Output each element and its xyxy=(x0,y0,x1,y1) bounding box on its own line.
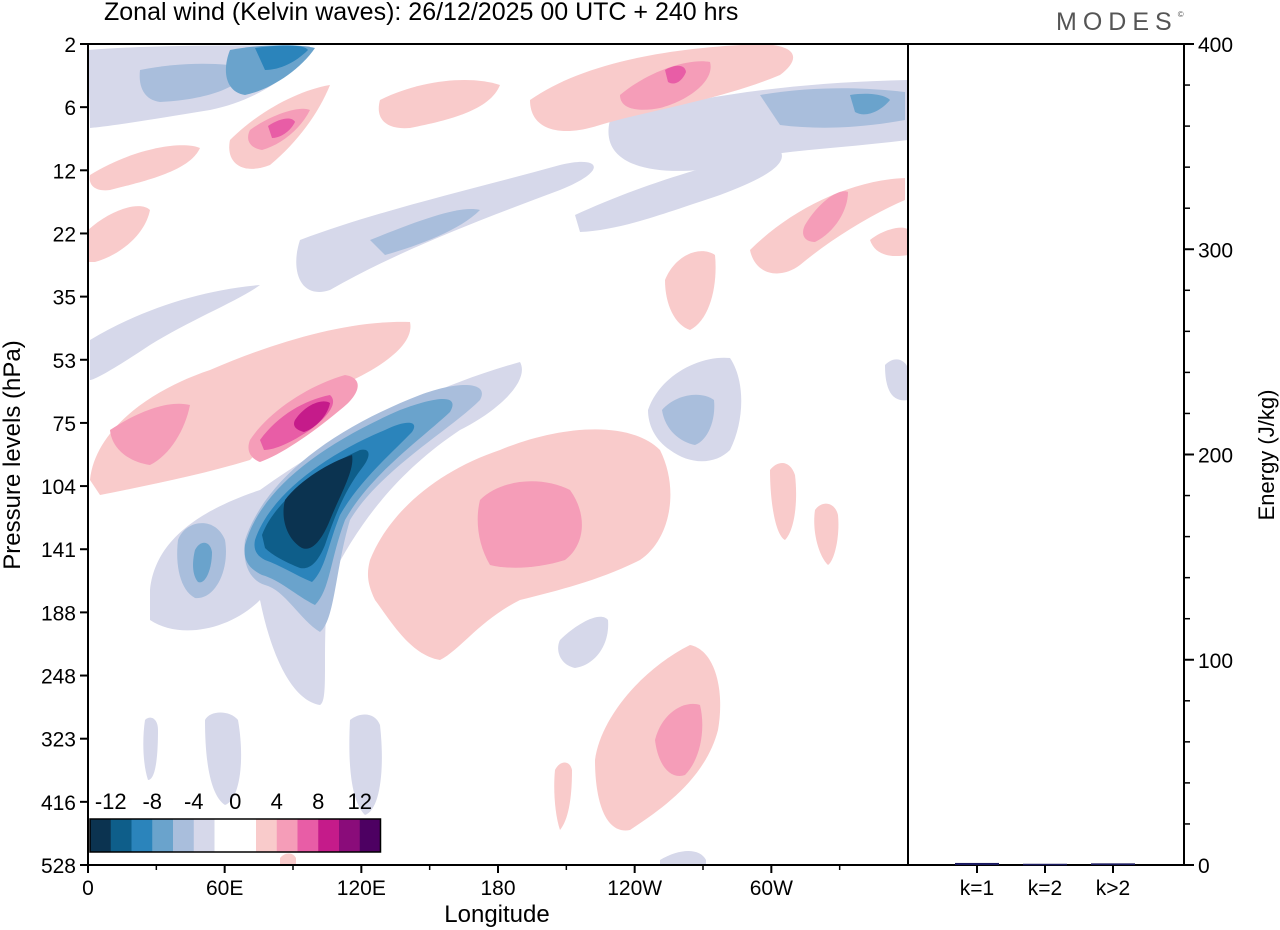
pressure-tick-label: 2 xyxy=(64,34,76,57)
energy-bar xyxy=(1091,863,1135,865)
pressure-tick-label: 528 xyxy=(41,855,76,878)
colorbar-swatch xyxy=(359,819,381,852)
energy-tick-label: 300 xyxy=(1198,239,1233,262)
colorbar-label: 4 xyxy=(271,789,283,814)
contour-pos-main-band-core xyxy=(110,403,190,465)
contour-pos-mid xyxy=(665,251,716,330)
contour-neg-upper-right-core xyxy=(760,88,905,128)
pressure-tick-label: 53 xyxy=(53,350,76,373)
contour-pos-left-strip xyxy=(89,145,200,191)
longitude-tick-label: 60E xyxy=(206,877,243,900)
contour-neg-mid-band-core xyxy=(370,209,480,255)
contour-pos-top-right-core xyxy=(620,61,711,110)
pressure-tick-label: 22 xyxy=(53,223,76,246)
contour-neg-east-pacific-core xyxy=(662,394,715,445)
contour-pos-top-left-core2 xyxy=(268,118,295,138)
energy-bar xyxy=(1023,863,1067,866)
contour-pos-lower-right-spot xyxy=(280,463,839,865)
energy-category-label: k=2 xyxy=(1028,877,1062,900)
energy-bar xyxy=(955,862,999,865)
energy-axis-label: Energy (J/kg) xyxy=(1254,390,1279,521)
colorbar-label: 8 xyxy=(312,789,324,814)
energy-category-label: k>2 xyxy=(1096,877,1130,900)
brand-text: MODES xyxy=(1056,8,1178,36)
colorbar-swatch xyxy=(152,819,174,852)
energy-category-label: k=1 xyxy=(960,877,994,900)
energy-tick-label: 400 xyxy=(1198,34,1233,57)
contour-pos-lower-core xyxy=(655,703,703,776)
pressure-tick-label: 323 xyxy=(41,729,76,752)
colorbar-swatch xyxy=(339,819,361,852)
contour-neg-upper-right-core2 xyxy=(850,93,890,115)
colorbar-swatch xyxy=(173,819,195,852)
contour-pos-main-band xyxy=(90,321,411,495)
longitude-tick-label: 180 xyxy=(480,877,515,900)
colorbar-swatch xyxy=(90,819,112,852)
brand-mark: © xyxy=(1177,10,1184,19)
pressure-tick-label: 248 xyxy=(41,666,76,689)
contour-pos-top-right-core2 xyxy=(665,65,686,84)
pressure-tick-label: 141 xyxy=(41,539,76,562)
pressure-tick-label: 12 xyxy=(53,160,76,183)
contour-neg-left-band xyxy=(90,285,260,380)
longitude-tick-label: 0 xyxy=(82,877,94,900)
contour-pos-right-edge xyxy=(870,227,908,257)
colorbar-label: 0 xyxy=(229,789,241,814)
energy-tick-label: 200 xyxy=(1198,445,1233,468)
colorbar-swatch xyxy=(256,819,278,852)
energy-tick-label: 0 xyxy=(1198,855,1210,878)
chart-title: Zonal wind (Kelvin waves): 26/12/2025 00… xyxy=(104,0,739,26)
colorbar-swatch xyxy=(110,819,132,852)
contour-neg-lower-patch xyxy=(558,616,609,668)
energy-tick-label: 100 xyxy=(1198,650,1233,673)
colorbar-swatch xyxy=(235,819,257,852)
pressure-tick-label: 188 xyxy=(41,602,76,625)
longitude-tick-label: 120W xyxy=(607,877,662,900)
pressure-axis: 2 6 12 22 35 53 75 104 141 188 248 323 416 528 xyxy=(41,34,88,878)
colorbar-frame xyxy=(89,818,382,853)
contour-pos-max-core xyxy=(294,401,330,432)
colorbar-label: -4 xyxy=(184,789,204,814)
colorbar: -12 -8 -4 0 4 8 12 xyxy=(89,789,382,853)
energy-bars: k=1 k=2 k>2 xyxy=(955,862,1135,900)
contour-neg-top-core2 xyxy=(255,45,308,70)
contour-neg-main-core xyxy=(283,455,353,549)
colorbar-label: -8 xyxy=(142,789,162,814)
contour-pos-top-center xyxy=(378,80,500,129)
contour-field xyxy=(88,44,908,865)
contour-neg-left-spot xyxy=(193,542,212,583)
x-axis-label: Longitude xyxy=(444,901,549,928)
contour-pos-left-patch xyxy=(88,206,150,262)
longitude-axis: 0 60E 120E 180 120W 60W xyxy=(82,865,841,900)
colorbar-swatch xyxy=(276,819,298,852)
colorbar-label: -12 xyxy=(95,789,127,814)
pressure-tick-label: 75 xyxy=(53,413,76,436)
colorbar-label: 12 xyxy=(348,789,372,814)
colorbar-swatch xyxy=(193,819,215,852)
y-axis-label: Pressure levels (hPa) xyxy=(0,340,26,569)
longitude-tick-label: 120E xyxy=(337,877,386,900)
pressure-tick-label: 416 xyxy=(41,792,76,815)
pressure-tick-label: 104 xyxy=(41,476,76,499)
colorbar-swatch xyxy=(318,819,340,852)
energy-axis: 0 100 200 300 400 xyxy=(1184,34,1233,878)
contour-pos-center-core xyxy=(477,481,582,568)
contour-neg-top-left-core xyxy=(139,63,250,102)
contour-pos-upper-right-core xyxy=(803,191,848,242)
colorbar-swatch xyxy=(297,819,319,852)
pressure-tick-label: 35 xyxy=(53,287,76,310)
longitude-tick-label: 60W xyxy=(750,877,793,900)
modes-logo: MODES© xyxy=(1056,8,1184,37)
pressure-tick-label: 6 xyxy=(64,97,76,120)
contour-neg-right-band xyxy=(575,150,782,232)
colorbar-swatch xyxy=(214,819,236,852)
colorbar-swatch xyxy=(131,819,153,852)
energy-panel-frame xyxy=(907,43,1185,866)
